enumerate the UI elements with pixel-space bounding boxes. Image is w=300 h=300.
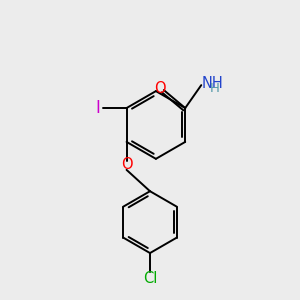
- Text: O: O: [154, 81, 166, 96]
- Text: Cl: Cl: [143, 271, 157, 286]
- Text: H: H: [210, 82, 219, 94]
- Text: NH: NH: [202, 76, 224, 91]
- Text: O: O: [121, 157, 133, 172]
- Text: I: I: [95, 99, 100, 117]
